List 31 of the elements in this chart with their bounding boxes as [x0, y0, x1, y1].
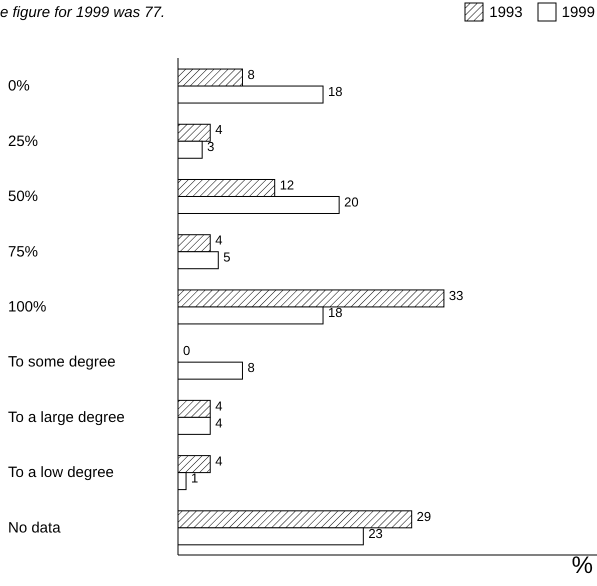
data-label: 18 [328, 84, 343, 99]
data-label: 3 [207, 139, 214, 154]
text: e figure for 1999 was 77. [0, 4, 166, 21]
data-label: 4 [215, 398, 222, 414]
legend-label: 1999 [562, 4, 595, 20]
y-tick-label: 50% [8, 188, 38, 206]
y-tick-label: 25% [8, 132, 38, 150]
data-label: 18 [328, 304, 343, 320]
data-label: 12 [280, 177, 294, 192]
data-label: 8 [247, 66, 255, 82]
y-tick-label: To some degree [8, 354, 116, 371]
data-label: 33 [448, 288, 464, 303]
data-label: 29 [416, 508, 432, 524]
data-label: 4 [215, 232, 222, 248]
data-label: 8 [247, 360, 255, 376]
y-tick-label: 100% [8, 298, 46, 316]
data-label: 1 [191, 470, 198, 486]
data-label: 4 [215, 415, 222, 430]
data-label: 4 [215, 122, 222, 138]
data-label: 0 [183, 343, 190, 358]
y-tick-label: To a low degree [8, 464, 114, 482]
y-tick-label: 0% [8, 78, 30, 95]
data-label: 4 [215, 454, 222, 469]
x-axis-title: % [572, 552, 593, 580]
data-label: 23 [368, 526, 383, 541]
y-tick-label: To a large degree [8, 408, 125, 426]
y-tick-label: 75% [8, 243, 38, 260]
legend-label: 1993 [489, 4, 523, 20]
data-label: 5 [223, 250, 231, 265]
y-tick-label: No data [8, 519, 62, 536]
data-label: 20 [344, 194, 359, 210]
